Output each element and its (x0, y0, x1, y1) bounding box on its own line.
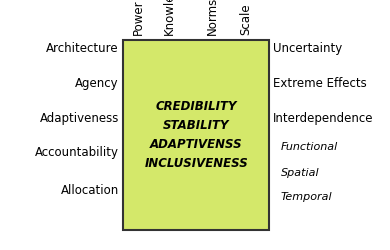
Text: Agency: Agency (75, 77, 119, 90)
FancyBboxPatch shape (123, 40, 269, 230)
Text: Interdependence: Interdependence (273, 112, 374, 125)
Text: Uncertainty: Uncertainty (273, 42, 342, 55)
Text: Power: Power (132, 0, 145, 35)
Text: Architecture: Architecture (46, 42, 119, 55)
Text: CREDIBILITY
STABILITY
ADAPTIVENSS
INCLUSIVENESS: CREDIBILITY STABILITY ADAPTIVENSS INCLUS… (144, 100, 248, 170)
Text: Adaptiveness: Adaptiveness (39, 112, 119, 125)
Text: Extreme Effects: Extreme Effects (273, 77, 367, 90)
Text: Scale: Scale (239, 3, 252, 35)
Text: Spatial: Spatial (281, 168, 319, 177)
Text: Temporal: Temporal (281, 192, 332, 202)
Text: Functional: Functional (281, 142, 338, 152)
Text: Knowledge: Knowledge (163, 0, 176, 35)
Text: Accountability: Accountability (35, 146, 119, 159)
Text: Norms: Norms (206, 0, 219, 35)
Text: Allocation: Allocation (61, 184, 119, 196)
